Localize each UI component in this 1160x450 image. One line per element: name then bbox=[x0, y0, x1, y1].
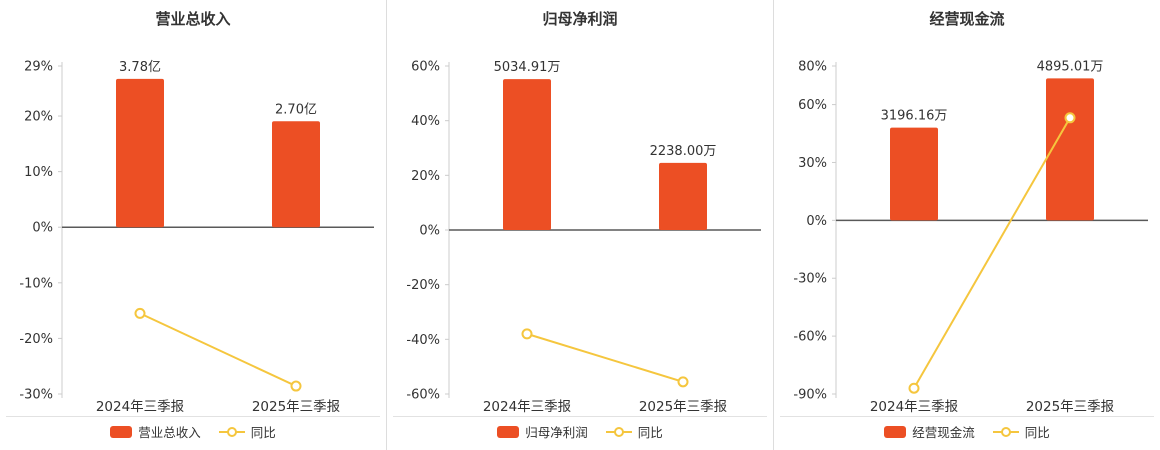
svg-text:2238.00万: 2238.00万 bbox=[650, 144, 717, 159]
net-profit-legend-line-label: 同比 bbox=[637, 425, 663, 440]
svg-text:2024年三季报: 2024年三季报 bbox=[870, 399, 958, 415]
revenue-legend-bar-label: 营业总收入 bbox=[138, 425, 201, 440]
revenue-legend: 营业总收入 同比 bbox=[0, 417, 386, 441]
bar-series-swatch-icon bbox=[884, 425, 907, 438]
svg-text:-20%: -20% bbox=[406, 278, 440, 293]
revenue-legend-line-label: 同比 bbox=[250, 425, 276, 440]
revenue-legend-bar-item: 营业总收入 bbox=[110, 422, 201, 441]
bar-series-swatch-icon bbox=[110, 425, 133, 438]
svg-text:0%: 0% bbox=[806, 214, 827, 229]
net-profit-chart-title: 归母净利润 bbox=[542, 10, 618, 28]
svg-text:3196.16万: 3196.16万 bbox=[881, 109, 948, 124]
svg-text:0%: 0% bbox=[419, 224, 440, 239]
svg-text:20%: 20% bbox=[24, 110, 53, 125]
svg-text:-10%: -10% bbox=[19, 276, 53, 291]
svg-text:2.70亿: 2.70亿 bbox=[275, 102, 317, 117]
svg-text:-60%: -60% bbox=[793, 330, 827, 345]
cash-flow-legend-line-item: 同比 bbox=[992, 422, 1050, 441]
revenue-legend-line-item: 同比 bbox=[218, 422, 276, 441]
cash-flow-chart-plot: 80% 60% 30% 0% -30% -60% -90% 3196.16万 4895.01万 2… bbox=[793, 59, 1148, 415]
svg-text:10%: 10% bbox=[24, 165, 53, 180]
svg-text:2025年三季报: 2025年三季报 bbox=[1026, 399, 1114, 415]
chart-panel-net-profit: 归母净利润 60% 40% 20% 0% -20% -40% -60% 5034.91万 223… bbox=[387, 0, 774, 450]
svg-text:30%: 30% bbox=[798, 156, 827, 171]
svg-text:-30%: -30% bbox=[793, 272, 827, 287]
svg-text:29%: 29% bbox=[24, 60, 53, 75]
chart-panel-cash-flow: 经营现金流 80% 60% 30% 0% -30% -60% -90% 3196.16万 489… bbox=[774, 0, 1160, 450]
svg-text:0%: 0% bbox=[32, 221, 53, 236]
svg-text:-90%: -90% bbox=[793, 388, 827, 403]
svg-text:4895.01万: 4895.01万 bbox=[1037, 59, 1104, 74]
svg-text:40%: 40% bbox=[411, 114, 440, 129]
bar-series-swatch-icon bbox=[497, 425, 520, 438]
revenue-chart-title: 营业总收入 bbox=[155, 10, 231, 28]
line-series-swatch-icon bbox=[605, 426, 632, 438]
net-profit-legend-line-item: 同比 bbox=[605, 422, 663, 441]
cash-flow-chart-title: 经营现金流 bbox=[929, 10, 1005, 28]
svg-text:2024年三季报: 2024年三季报 bbox=[96, 399, 184, 415]
svg-text:60%: 60% bbox=[798, 98, 827, 113]
cash-flow-legend-bar-label: 经营现金流 bbox=[912, 425, 975, 440]
svg-text:2025年三季报: 2025年三季报 bbox=[639, 399, 727, 415]
svg-text:60%: 60% bbox=[411, 60, 440, 75]
cash-flow-legend: 经营现金流 同比 bbox=[774, 417, 1160, 441]
cash-flow-legend-divider bbox=[780, 416, 1154, 417]
net-profit-legend-bar-label: 归母净利润 bbox=[525, 425, 588, 440]
svg-text:2025年三季报: 2025年三季报 bbox=[252, 399, 340, 415]
svg-text:3.78亿: 3.78亿 bbox=[119, 60, 161, 75]
cash-flow-legend-bar-item: 经营现金流 bbox=[884, 422, 975, 441]
svg-text:-40%: -40% bbox=[406, 333, 440, 348]
svg-text:5034.91万: 5034.91万 bbox=[494, 60, 561, 75]
net-profit-legend-divider bbox=[393, 416, 767, 417]
net-profit-legend-bar-item: 归母净利润 bbox=[497, 422, 588, 441]
svg-text:-30%: -30% bbox=[19, 388, 53, 403]
line-series-swatch-icon bbox=[992, 426, 1019, 438]
chart-panel-revenue: 营业总收入 29% 20% 10% 0% -10% -20% -30% 3.78亿 2.70亿 2… bbox=[0, 0, 387, 450]
svg-text:2024年三季报: 2024年三季报 bbox=[483, 399, 571, 415]
net-profit-chart-plot: 60% 40% 20% 0% -20% -40% -60% 5034.91万 2238.00万 2… bbox=[406, 60, 761, 415]
net-profit-legend: 归母净利润 同比 bbox=[387, 417, 773, 441]
revenue-chart-plot: 29% 20% 10% 0% -10% -20% -30% 3.78亿 2.70亿 2024年三季… bbox=[19, 60, 374, 415]
svg-text:-20%: -20% bbox=[19, 332, 53, 347]
svg-text:20%: 20% bbox=[411, 169, 440, 184]
line-series-swatch-icon bbox=[218, 426, 245, 438]
svg-text:-60%: -60% bbox=[406, 388, 440, 403]
cash-flow-legend-line-label: 同比 bbox=[1024, 425, 1050, 440]
svg-text:80%: 80% bbox=[798, 60, 827, 75]
revenue-legend-divider bbox=[6, 416, 380, 417]
